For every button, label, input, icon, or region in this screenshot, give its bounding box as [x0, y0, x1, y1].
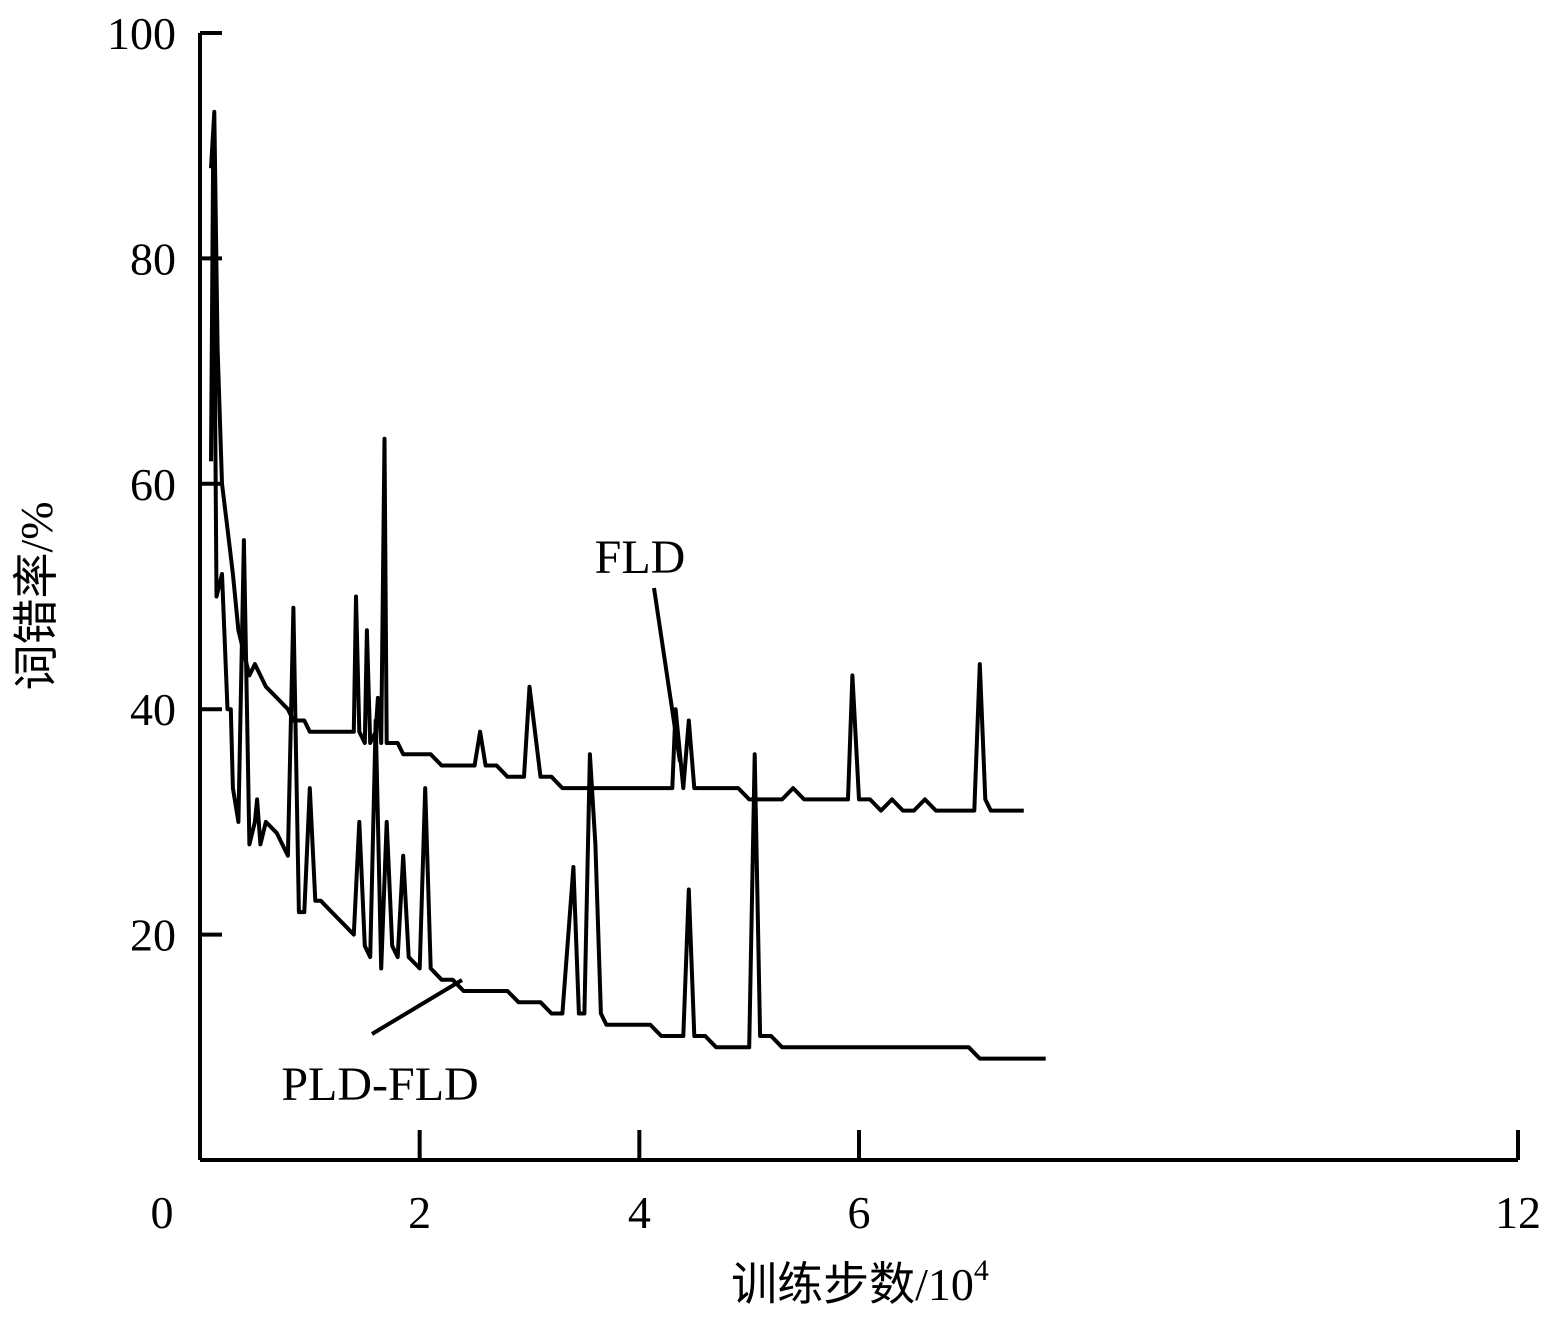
x-axis-label-exponent: 4 [974, 1254, 989, 1287]
x-axis-label-text: 训练步数/10 [731, 1259, 974, 1310]
x-tick-label: 4 [628, 1187, 651, 1238]
series-line-pld-fld [209, 143, 1046, 1061]
annotation-leader-fld [652, 587, 682, 763]
y-tick-label: 100 [107, 8, 176, 59]
series-layer [209, 109, 1046, 1061]
x-tick-label: 6 [848, 1187, 871, 1238]
y-axis-label: 词错率/% [11, 501, 62, 690]
x-tick-label: 12 [1495, 1187, 1541, 1238]
y-tick-label: 80 [130, 233, 176, 284]
y-tick-label: 20 [130, 910, 176, 961]
series-annotation-pld-fld: PLD-FLD [281, 1058, 478, 1111]
annotation-leader-pld-fld [370, 978, 464, 1036]
y-tick-label: 60 [130, 459, 176, 510]
axes [198, 31, 1520, 1162]
x-origin-label: 0 [151, 1187, 174, 1238]
series-annotation-fld: FLD [595, 531, 686, 584]
y-tick-label: 40 [130, 684, 176, 735]
series-line-fld [209, 109, 1024, 813]
x-tick-label: 2 [408, 1187, 431, 1238]
x-axis-label: 训练步数/104 [731, 1254, 989, 1310]
